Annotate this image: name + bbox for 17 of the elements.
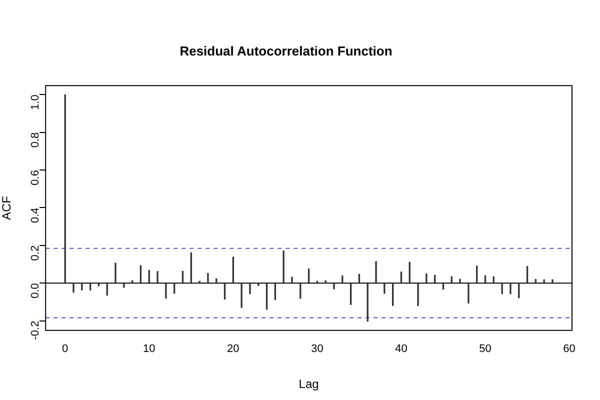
y-tick-label: -0.2	[30, 320, 42, 340]
y-axis-title: ACF	[0, 196, 14, 220]
y-tick-label: 0.2	[30, 245, 42, 261]
x-tick-label: 10	[143, 343, 156, 356]
x-axis-title: Lag	[298, 377, 319, 392]
x-tick-label: 60	[563, 343, 576, 356]
x-tick-label: 0	[62, 343, 68, 356]
x-tick-label: 20	[227, 343, 240, 356]
y-tick-label: 0.8	[30, 132, 42, 148]
y-tick-label: 1.0	[30, 94, 42, 110]
x-tick-label: 30	[311, 343, 324, 356]
chart-title: Residual Autocorrelation Function	[180, 43, 392, 58]
x-tick-label: 50	[479, 343, 492, 356]
y-tick-label: 0.4	[30, 208, 42, 224]
x-tick-label: 40	[395, 343, 408, 356]
y-tick-label: 0.6	[30, 170, 42, 186]
y-tick-label: 0.0	[30, 283, 42, 298]
